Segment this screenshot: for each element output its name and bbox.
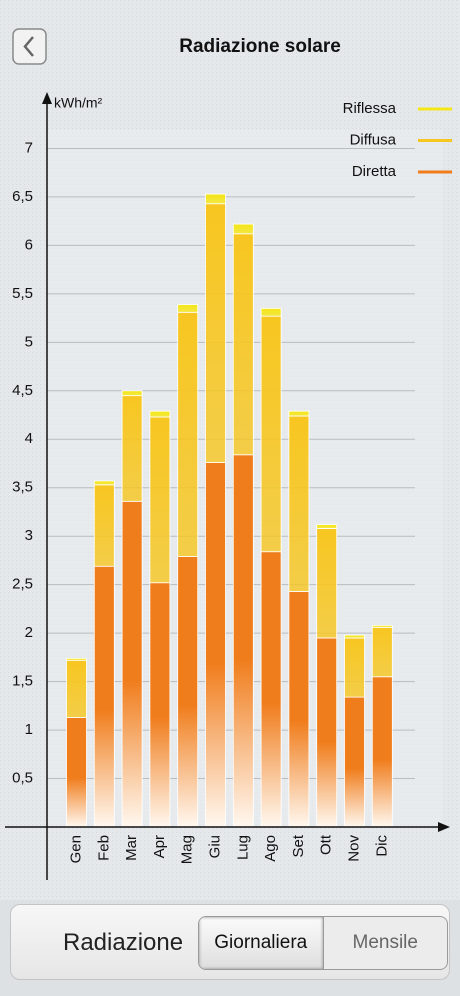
bar-segment	[149, 582, 171, 828]
y-tick-label: 0,5	[12, 770, 33, 787]
back-icon[interactable]	[23, 36, 34, 57]
x-tick-label: Giu	[206, 835, 223, 858]
bar-segment	[205, 193, 226, 205]
back-button[interactable]	[12, 28, 47, 65]
legend-label: Riflessa	[343, 100, 397, 117]
bar-segment	[121, 500, 143, 828]
y-tick-label: 3	[25, 527, 33, 544]
bar-segment	[371, 624, 393, 628]
y-tick-label: 5,5	[12, 285, 33, 302]
bar-segment	[288, 591, 310, 828]
bar-segment	[177, 304, 199, 313]
bar-segment	[232, 454, 254, 828]
segmented-control: Giornaliera Mensile	[198, 916, 448, 970]
x-tick-label: Dic	[373, 835, 390, 857]
option-selected[interactable]: Giornaliera	[199, 917, 324, 969]
bar-segment	[344, 696, 365, 828]
bar-segment	[177, 311, 199, 557]
x-tick-label: Mag	[179, 835, 196, 864]
bar-segment	[66, 657, 87, 661]
bar-segment	[121, 390, 143, 397]
bar-segment	[371, 676, 393, 828]
bar-segment	[121, 395, 143, 502]
y-tick-label: 6,5	[12, 188, 33, 205]
y-tick-label: 7	[25, 139, 33, 156]
bar-segment	[316, 524, 338, 529]
chart: Radiazione solare 0,5 1 1,5 2 2,5 3 3,5 4 4,5 5 5,…	[0, 0, 460, 900]
y-tick-label: 1	[25, 721, 33, 738]
x-axis-arrow	[438, 822, 450, 832]
bar-segment	[93, 480, 115, 486]
y-axis-label: kWh/m²	[54, 95, 103, 111]
y-tick-label: 1,5	[12, 673, 33, 690]
bar-segment	[260, 551, 282, 828]
x-tick-label: Gen	[67, 835, 84, 863]
title: Radiazione solare	[179, 36, 341, 57]
x-tick-label: Set	[290, 834, 307, 857]
option[interactable]: Mensile	[352, 932, 418, 953]
bar-segment	[66, 659, 87, 718]
control-panel: Radiazione Giornaliera Mensile	[10, 904, 450, 980]
bar-segment	[316, 637, 338, 828]
bar-segment	[344, 637, 365, 698]
bar-segment	[232, 233, 254, 456]
bar-segment	[66, 717, 87, 828]
y-tick-label: 4	[25, 430, 33, 447]
bar-segment	[177, 556, 199, 828]
bar-segment	[344, 634, 365, 639]
bar-segment	[93, 484, 115, 567]
x-tick-label: Lug	[234, 835, 251, 860]
y-tick-label: 6	[25, 236, 33, 253]
y-axis-arrow	[42, 92, 52, 104]
x-tick-label: Ott	[318, 834, 335, 855]
bar-segment	[371, 626, 393, 678]
y-tick-label: 2	[25, 624, 33, 641]
bar-segment	[149, 410, 171, 418]
bar-segment	[232, 223, 254, 235]
y-tick-label: 5	[25, 333, 33, 350]
bar-segment	[205, 203, 226, 463]
control-label: Radiazione	[63, 929, 184, 956]
legend-label: Diretta	[352, 163, 397, 180]
bar-segment	[288, 415, 310, 592]
bar-segment	[260, 308, 282, 317]
y-tick-label: 2,5	[12, 576, 33, 593]
x-tick-label: Ago	[262, 835, 279, 862]
bar-segment	[93, 565, 115, 828]
x-tick-label: Nov	[345, 835, 362, 862]
legend-label: Diffusa	[350, 131, 397, 148]
x-tick-label: Mar	[123, 835, 140, 861]
bar-segment	[316, 528, 338, 639]
bar-segment	[205, 462, 226, 828]
x-tick-label: Apr	[151, 835, 168, 858]
y-tick-label: 3,5	[12, 479, 33, 496]
x-tick-label: Feb	[95, 835, 112, 861]
bar-segment	[288, 410, 310, 417]
bar-segment	[260, 315, 282, 553]
bar-segment	[149, 416, 171, 584]
y-tick-label: 4,5	[12, 382, 33, 399]
